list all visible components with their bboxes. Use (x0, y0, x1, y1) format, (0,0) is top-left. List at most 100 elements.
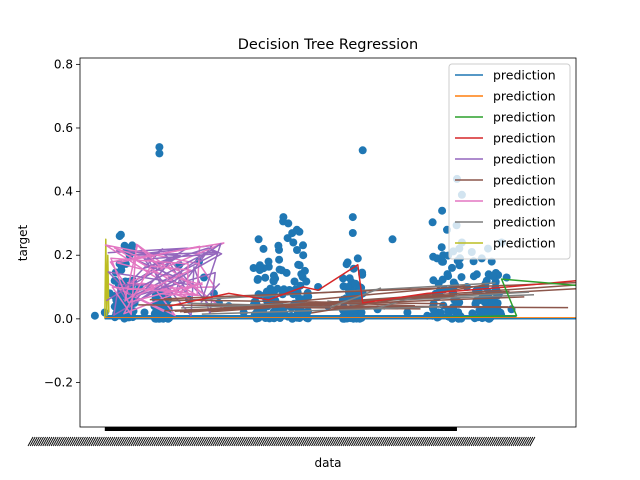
x-tick-label-glyph (437, 436, 443, 447)
scatter-point (289, 238, 298, 247)
x-tick-label-glyph (218, 436, 225, 447)
x-tick-label-glyph (159, 436, 166, 447)
scatter-point-cluster-4 (345, 274, 354, 283)
x-tick-label-glyph (346, 436, 353, 447)
x-tick-label-glyph (493, 436, 500, 447)
x-tick-label-glyph (258, 436, 265, 447)
scatter-point (448, 263, 456, 272)
x-tick-label-glyph (498, 436, 504, 447)
y-tick-label: 0.6 (54, 121, 73, 135)
x-tick-label-glyph (325, 436, 332, 447)
x-tick-label-glyph (212, 436, 219, 447)
x-tick-label-glyph (464, 436, 471, 447)
x-tick-label-glyph (435, 436, 441, 447)
x-tick-label-glyph (38, 436, 44, 447)
x-tick-label-glyph (525, 436, 532, 447)
scatter-point (279, 213, 288, 222)
x-tick-label-glyph (164, 436, 170, 447)
x-tick-label-glyph (168, 436, 175, 447)
prediction-line-7 (372, 296, 415, 311)
x-tick-label-glyph (145, 436, 151, 447)
x-tick-label-glyph (321, 436, 328, 447)
x-tick-label-glyph (491, 436, 498, 447)
x-tick-label-glyph (411, 436, 418, 447)
x-tick-label-glyph (483, 436, 490, 447)
x-tick-label-glyph (449, 436, 456, 447)
x-tick-label-glyph (246, 436, 252, 447)
scatter-point-cluster-3 (302, 277, 311, 286)
scatter-point-cluster-2 (261, 273, 270, 282)
x-tick-label-glyph (96, 436, 103, 447)
x-tick-label-glyph (397, 436, 403, 447)
scatter-point (90, 311, 99, 320)
scatter-point (264, 257, 273, 266)
x-tick-label-glyph (166, 436, 172, 447)
x-tick-label-glyph (460, 436, 466, 447)
x-tick-label-glyph (210, 436, 217, 447)
x-tick-label-glyph (262, 436, 269, 447)
x-tick-label-glyph (330, 436, 336, 447)
x-tick-label-glyph (342, 436, 349, 447)
scatter-point-cluster-2 (249, 264, 258, 272)
prediction-line-4 (113, 242, 223, 316)
x-tick-label-glyph (143, 436, 149, 447)
x-tick-label-glyph (298, 436, 305, 447)
scatter-point (274, 241, 283, 250)
x-tick-label-glyph (288, 436, 294, 447)
x-tick-label-glyph (302, 436, 309, 447)
legend-label: prediction (493, 173, 556, 188)
x-tick-label-glyph (495, 436, 502, 447)
x-tick-label-glyph (75, 436, 82, 447)
x-tick-label-glyph (311, 436, 317, 447)
scatter-point (259, 244, 268, 253)
x-tick-label-glyph (432, 436, 439, 447)
x-tick-label-glyph (111, 436, 118, 447)
x-tick-label-glyph (208, 436, 214, 447)
scatter-point-cluster-3 (290, 277, 299, 286)
scatter-point-cluster-3 (300, 266, 309, 275)
x-tick-label-glyph (65, 436, 72, 447)
x-tick-label-glyph (332, 436, 338, 447)
x-tick-label-glyph (185, 436, 191, 447)
scatter-point-cluster-5 (444, 272, 453, 281)
legend-label: prediction (493, 152, 556, 167)
legend-label: prediction (493, 89, 556, 104)
x-tick-label-glyph (512, 436, 519, 447)
x-tick-label-glyph (472, 436, 479, 447)
x-tick-label-glyph (271, 436, 277, 447)
scatter-point-cluster-6 (496, 308, 505, 317)
x-tick-label-glyph (178, 436, 185, 447)
x-tick-label-glyph (237, 436, 244, 447)
scatter-point (348, 213, 357, 222)
scatter-point (254, 235, 263, 244)
x-tick-label-glyph (260, 436, 267, 447)
x-tick-label-glyph (109, 436, 116, 447)
prediction-line-8 (104, 238, 110, 319)
x-tick-label-glyph (285, 436, 292, 447)
x-tick-label-glyph (214, 436, 221, 447)
x-tick-label-glyph (521, 436, 527, 447)
x-tick-label-glyph (54, 436, 61, 447)
x-tick-label-glyph (252, 436, 259, 447)
x-tick-label-glyph (92, 436, 99, 447)
x-tick-label-glyph (516, 436, 523, 447)
prediction-line-5 (334, 305, 569, 309)
x-tick-label-glyph (90, 436, 97, 447)
x-tick-label-glyph (456, 436, 462, 447)
scatter-point (343, 283, 352, 291)
x-tick-label-glyph (445, 436, 452, 447)
x-tick-label-glyph (426, 436, 433, 447)
x-tick-label-glyph (338, 436, 345, 447)
x-tick-label-glyph (229, 436, 235, 447)
x-tick-label-glyph (138, 436, 145, 447)
x-tick-label-glyph (67, 436, 74, 447)
x-tick-label-glyph (63, 436, 70, 447)
scatter-point-cluster-3 (277, 266, 286, 275)
x-tick-label-glyph (369, 436, 376, 447)
x-tick-label-glyph (101, 436, 107, 447)
scatter-point-cluster-5 (457, 273, 466, 282)
x-tick-label-glyph (227, 436, 233, 447)
x-tick-label-glyph (193, 436, 200, 447)
prediction-line-7 (201, 305, 443, 315)
